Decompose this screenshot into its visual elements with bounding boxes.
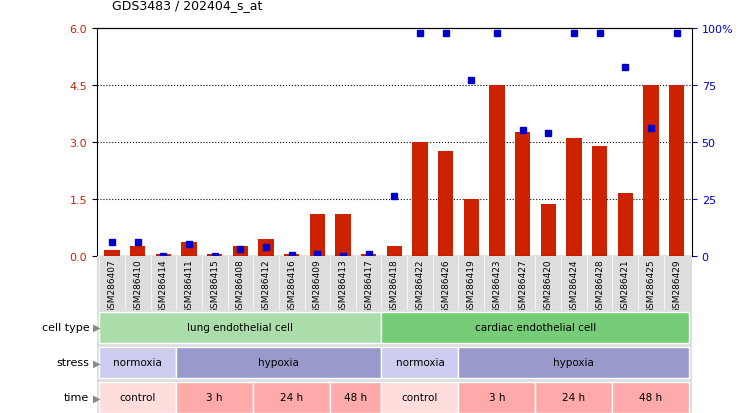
Text: GSM286410: GSM286410 xyxy=(133,259,142,313)
FancyBboxPatch shape xyxy=(458,382,536,413)
Text: GDS3483 / 202404_s_at: GDS3483 / 202404_s_at xyxy=(112,0,262,12)
Text: GSM286426: GSM286426 xyxy=(441,259,450,313)
Text: ▶: ▶ xyxy=(93,322,100,332)
Bar xyxy=(566,139,582,256)
Text: GSM286429: GSM286429 xyxy=(672,259,681,313)
FancyBboxPatch shape xyxy=(382,347,458,378)
Text: 24 h: 24 h xyxy=(280,392,304,403)
Bar xyxy=(284,254,299,256)
Text: GSM286407: GSM286407 xyxy=(108,259,117,313)
Text: GSM286415: GSM286415 xyxy=(211,259,219,313)
Bar xyxy=(336,214,350,256)
Text: 48 h: 48 h xyxy=(639,392,662,403)
FancyBboxPatch shape xyxy=(176,347,382,378)
Text: hypoxia: hypoxia xyxy=(554,357,594,368)
Bar xyxy=(310,214,325,256)
Bar xyxy=(643,85,658,256)
Bar xyxy=(438,152,453,256)
Text: GSM286425: GSM286425 xyxy=(647,259,655,313)
Text: GSM286419: GSM286419 xyxy=(466,259,475,313)
Text: control: control xyxy=(120,392,156,403)
FancyBboxPatch shape xyxy=(382,382,458,413)
Text: GSM286424: GSM286424 xyxy=(569,259,578,313)
Text: GSM286408: GSM286408 xyxy=(236,259,245,313)
Bar xyxy=(541,205,556,256)
Text: GSM286413: GSM286413 xyxy=(339,259,347,313)
Bar xyxy=(387,247,402,256)
FancyBboxPatch shape xyxy=(253,382,330,413)
FancyBboxPatch shape xyxy=(176,382,253,413)
Text: normoxia: normoxia xyxy=(113,357,162,368)
Text: ▶: ▶ xyxy=(93,357,100,368)
Text: stress: stress xyxy=(57,357,89,368)
Text: GSM286417: GSM286417 xyxy=(364,259,373,313)
Bar xyxy=(361,254,376,256)
Text: cardiac endothelial cell: cardiac endothelial cell xyxy=(475,322,596,332)
Bar xyxy=(669,85,684,256)
Text: 3 h: 3 h xyxy=(207,392,223,403)
Text: GSM286427: GSM286427 xyxy=(518,259,527,313)
Bar xyxy=(182,243,196,256)
Text: lung endothelial cell: lung endothelial cell xyxy=(187,322,293,332)
Text: control: control xyxy=(402,392,438,403)
Bar xyxy=(155,254,171,256)
Bar xyxy=(104,250,120,256)
Text: GSM286421: GSM286421 xyxy=(620,259,629,313)
Bar xyxy=(592,146,607,256)
Bar xyxy=(464,199,479,256)
Text: GSM286422: GSM286422 xyxy=(415,259,425,313)
Bar xyxy=(207,254,222,256)
Text: 48 h: 48 h xyxy=(344,392,368,403)
Text: GSM286412: GSM286412 xyxy=(262,259,271,313)
FancyBboxPatch shape xyxy=(330,382,382,413)
Text: GSM286418: GSM286418 xyxy=(390,259,399,313)
Text: ▶: ▶ xyxy=(93,392,100,403)
Bar xyxy=(490,85,504,256)
Text: GSM286409: GSM286409 xyxy=(313,259,322,313)
Text: cell type: cell type xyxy=(42,322,89,332)
Text: 3 h: 3 h xyxy=(489,392,505,403)
Text: GSM286414: GSM286414 xyxy=(159,259,168,313)
FancyBboxPatch shape xyxy=(458,347,690,378)
Bar xyxy=(130,247,146,256)
Text: GSM286423: GSM286423 xyxy=(493,259,501,313)
FancyBboxPatch shape xyxy=(99,382,176,413)
Bar xyxy=(233,247,248,256)
Bar xyxy=(515,133,530,256)
FancyBboxPatch shape xyxy=(382,312,690,343)
Text: hypoxia: hypoxia xyxy=(258,357,299,368)
FancyBboxPatch shape xyxy=(99,347,176,378)
Text: GSM286428: GSM286428 xyxy=(595,259,604,313)
Text: 24 h: 24 h xyxy=(562,392,586,403)
Text: time: time xyxy=(64,392,89,403)
FancyBboxPatch shape xyxy=(612,382,690,413)
Bar xyxy=(258,239,274,256)
Text: GSM286411: GSM286411 xyxy=(185,259,193,313)
FancyBboxPatch shape xyxy=(536,382,612,413)
Bar xyxy=(618,194,633,256)
Bar xyxy=(412,142,428,256)
Text: GSM286420: GSM286420 xyxy=(544,259,553,313)
Text: normoxia: normoxia xyxy=(396,357,444,368)
Text: GSM286416: GSM286416 xyxy=(287,259,296,313)
FancyBboxPatch shape xyxy=(99,312,382,343)
